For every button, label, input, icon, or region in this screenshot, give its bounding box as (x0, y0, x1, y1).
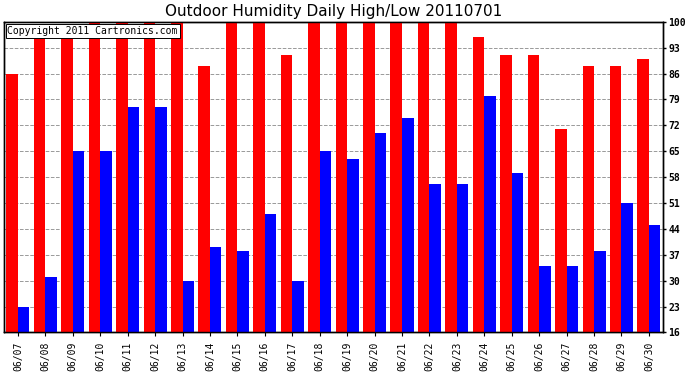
Bar (265, 214, 276, 375)
Bar (226, 22, 237, 375)
Bar (610, 66, 622, 375)
Bar (457, 184, 469, 375)
Bar (237, 251, 249, 375)
Bar (402, 118, 413, 375)
Bar (594, 251, 606, 375)
Bar (363, 22, 375, 375)
Bar (210, 248, 221, 375)
Bar (46, 277, 57, 375)
Bar (6, 74, 18, 375)
Bar (539, 266, 551, 375)
Bar (18, 306, 30, 375)
Bar (293, 280, 304, 375)
Bar (649, 225, 660, 375)
Bar (155, 107, 166, 375)
Bar (61, 29, 72, 375)
Bar (347, 159, 359, 375)
Title: Outdoor Humidity Daily High/Low 20110701: Outdoor Humidity Daily High/Low 20110701 (165, 4, 502, 19)
Bar (375, 133, 386, 375)
Bar (72, 151, 84, 375)
Bar (89, 22, 100, 375)
Bar (484, 96, 496, 375)
Bar (199, 66, 210, 375)
Bar (34, 29, 46, 375)
Bar (638, 59, 649, 375)
Bar (555, 129, 566, 375)
Bar (281, 55, 293, 375)
Bar (566, 266, 578, 375)
Bar (391, 22, 402, 375)
Bar (183, 280, 194, 375)
Bar (429, 184, 441, 375)
Bar (335, 22, 347, 375)
Bar (128, 107, 139, 375)
Bar (319, 151, 331, 375)
Bar (500, 55, 512, 375)
Bar (100, 151, 112, 375)
Bar (171, 22, 183, 375)
Bar (116, 22, 128, 375)
Bar (253, 22, 265, 375)
Bar (473, 36, 484, 375)
Bar (512, 173, 523, 375)
Bar (418, 22, 429, 375)
Bar (445, 22, 457, 375)
Bar (144, 22, 155, 375)
Bar (528, 55, 539, 375)
Bar (622, 203, 633, 375)
Text: Copyright 2011 Cartronics.com: Copyright 2011 Cartronics.com (8, 26, 178, 36)
Bar (308, 22, 319, 375)
Bar (582, 66, 594, 375)
